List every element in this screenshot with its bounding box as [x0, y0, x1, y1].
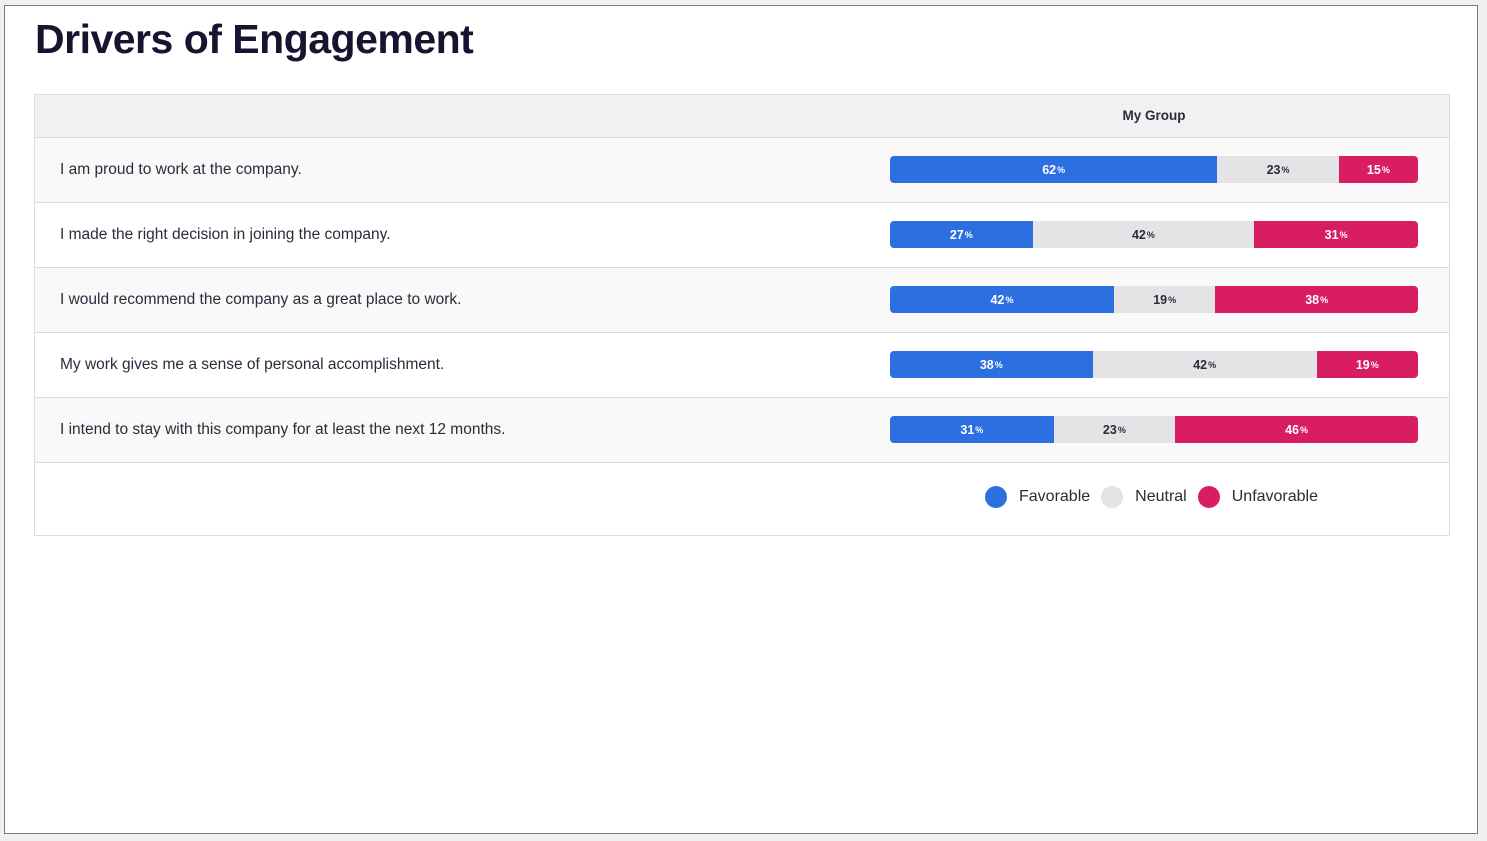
bar-segment-unfavorable: 19%: [1316, 351, 1418, 378]
bar-segment-neutral: 19%: [1114, 286, 1216, 313]
row-statement: I made the right decision in joining the…: [60, 226, 391, 243]
table-header: My Group: [35, 95, 1449, 138]
bar-segment-favorable: 27%: [890, 221, 1033, 248]
engagement-table: My Group I am proud to work at the compa…: [34, 94, 1450, 536]
bar-segment-favorable: 31%: [890, 416, 1054, 443]
bar-segment-unfavorable: 46%: [1175, 416, 1418, 443]
legend-swatch: [1197, 486, 1220, 508]
row-statement: I intend to stay with this company for a…: [60, 421, 506, 438]
data-label-unit: %: [994, 359, 1003, 370]
data-label-unit: %: [1057, 164, 1066, 175]
table-row: I would recommend the company as a great…: [35, 268, 1449, 333]
data-label-unit: %: [1320, 294, 1329, 305]
data-label-unit: %: [1146, 229, 1155, 240]
legend-item-unfavorable: Unfavorable: [1197, 486, 1319, 508]
legend-item-neutral: Neutral: [1101, 486, 1187, 508]
data-label-value: 15: [1366, 162, 1381, 177]
data-label-value: 19: [1355, 357, 1370, 372]
row-statement: My work gives me a sense of personal acc…: [60, 356, 445, 373]
data-label-value: 46: [1285, 422, 1299, 437]
legend-swatch: [985, 486, 1007, 508]
table-row: I made the right decision in joining the…: [35, 203, 1449, 268]
data-label-unit: %: [1381, 164, 1390, 175]
legend-item-favorable: Favorable: [985, 486, 1090, 508]
legend-swatch: [1101, 486, 1124, 508]
data-label-unit: %: [1339, 229, 1348, 240]
page-title: Drivers of Engagement: [35, 16, 474, 62]
data-label-value: 38: [979, 357, 994, 372]
stacked-bar: 31% 23% 46%: [890, 416, 1418, 443]
table-row: I intend to stay with this company for a…: [35, 398, 1449, 463]
bar-segment-neutral: 42%: [1032, 221, 1255, 248]
data-label-unit: %: [1281, 164, 1290, 175]
legend-label: Unfavorable: [1231, 488, 1319, 505]
data-label-value: 27: [949, 227, 964, 242]
data-label-value: 31: [960, 422, 975, 437]
stacked-bar: 62% 23% 15%: [890, 156, 1418, 183]
data-label-value: 23: [1102, 422, 1117, 437]
group-column-label: My Group: [1122, 108, 1186, 123]
bar-segment-favorable: 42%: [890, 286, 1114, 313]
data-label-value: 31: [1324, 227, 1339, 242]
data-label-value: 23: [1266, 162, 1281, 177]
table-rows: I am proud to work at the company. 62% 23%…: [35, 138, 1449, 463]
stacked-bar: 27% 42% 31%: [890, 221, 1418, 248]
chart-legend: Favorable Neutral Unfavorable: [985, 486, 1329, 508]
data-label-value: 19: [1153, 292, 1168, 307]
bar-segment-neutral: 23%: [1217, 156, 1339, 183]
bar-segment-neutral: 42%: [1092, 351, 1317, 378]
table-row: I am proud to work at the company. 62% 23%…: [35, 138, 1449, 203]
data-label-value: 42: [990, 292, 1005, 307]
stacked-bar: 38% 42% 19%: [890, 351, 1418, 378]
data-label-unit: %: [1168, 294, 1177, 305]
stacked-bar: 42% 19% 38%: [890, 286, 1418, 313]
data-label-value: 38: [1305, 292, 1320, 307]
data-label-unit: %: [1299, 424, 1308, 435]
report-frame: Drivers of Engagement My Group I am prou…: [4, 5, 1478, 834]
bar-segment-unfavorable: 31%: [1254, 221, 1418, 248]
bar-segment-unfavorable: 38%: [1215, 286, 1418, 313]
bar-segment-favorable: 38%: [890, 351, 1093, 378]
legend-label: Favorable: [1019, 488, 1091, 505]
legend-label: Neutral: [1135, 488, 1187, 505]
row-statement: I am proud to work at the company.: [60, 161, 302, 178]
bar-segment-neutral: 23%: [1053, 416, 1176, 443]
data-label-unit: %: [1208, 359, 1217, 370]
data-label-unit: %: [1005, 294, 1014, 305]
data-label-unit: %: [964, 229, 973, 240]
table-row: My work gives me a sense of personal acc…: [35, 333, 1449, 398]
legend-row: Favorable Neutral Unfavorable: [35, 463, 1449, 535]
row-statement: I would recommend the company as a great…: [60, 291, 462, 308]
data-label-value: 42: [1193, 357, 1208, 372]
bar-segment-unfavorable: 15%: [1338, 156, 1418, 183]
data-label-unit: %: [975, 424, 984, 435]
data-label-value: 42: [1131, 227, 1146, 242]
data-label-unit: %: [1370, 359, 1379, 370]
data-label-value: 62: [1042, 162, 1057, 177]
bar-segment-favorable: 62%: [890, 156, 1218, 183]
data-label-unit: %: [1117, 424, 1126, 435]
